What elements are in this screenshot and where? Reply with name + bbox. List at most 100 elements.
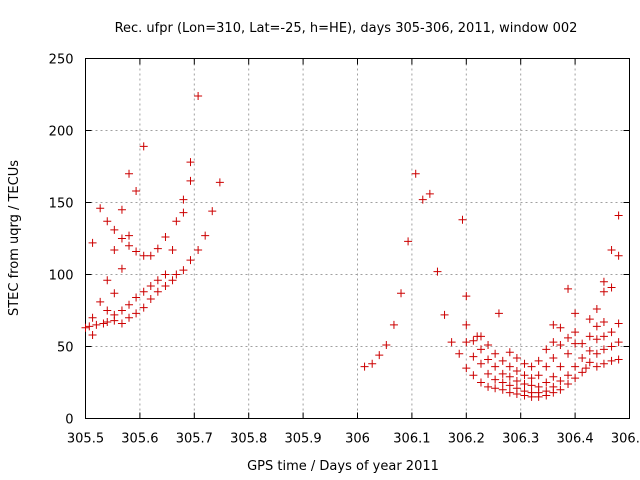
data-point [614, 338, 623, 347]
data-point [520, 359, 529, 368]
data-point [592, 362, 601, 371]
data-point [103, 217, 112, 226]
data-point [498, 385, 507, 394]
data-point [556, 385, 565, 394]
data-point [527, 374, 536, 383]
data-point [146, 251, 155, 260]
data-point [469, 336, 478, 345]
data-point [542, 387, 551, 396]
data-point [458, 215, 467, 224]
data-point [491, 375, 500, 384]
data-point [614, 355, 623, 364]
x-tick-label: 306.3 [502, 432, 539, 447]
data-point [505, 381, 514, 390]
data-point [614, 319, 623, 328]
data-point [146, 282, 155, 291]
data-point [599, 345, 608, 354]
data-point [578, 354, 587, 363]
data-point [476, 345, 485, 354]
data-point [484, 355, 493, 364]
data-point [382, 341, 391, 350]
data-point [360, 362, 369, 371]
data-point [542, 362, 551, 371]
data-point [161, 233, 170, 242]
data-point [462, 292, 471, 301]
data-point [556, 323, 565, 332]
data-point [614, 211, 623, 220]
data-point [447, 338, 456, 347]
y-tick-label: 50 [57, 341, 74, 356]
data-point [564, 349, 573, 358]
data-point [132, 186, 141, 195]
data-point [556, 377, 565, 386]
data-point [556, 341, 565, 350]
x-tick-label: 305.8 [230, 432, 267, 447]
data-point [505, 388, 514, 397]
data-point [498, 378, 507, 387]
data-point [389, 320, 398, 329]
data-point [592, 322, 601, 331]
data-point [132, 247, 141, 256]
y-tick-label: 150 [49, 197, 74, 212]
data-point [161, 282, 170, 291]
x-tick-label: 306.4 [556, 432, 593, 447]
data-point [368, 359, 377, 368]
data-point [375, 351, 384, 360]
data-point [599, 318, 608, 327]
axis-ticks: 305.5 305.6 305.7 305.8 305.9 306 306.1 306.2 30… [49, 53, 640, 447]
data-point [607, 356, 616, 365]
data-point [607, 283, 616, 292]
data-points [81, 91, 623, 401]
data-point [215, 178, 224, 187]
data-point [411, 169, 420, 178]
data-point [494, 309, 503, 318]
data-point [527, 388, 536, 397]
data-point [592, 349, 601, 358]
data-point [139, 251, 148, 260]
data-point [117, 234, 126, 243]
data-point [527, 362, 536, 371]
data-point [179, 208, 188, 217]
data-point [172, 270, 181, 279]
data-point [549, 372, 558, 381]
y-tick-label: 200 [49, 125, 74, 140]
data-point [462, 338, 471, 347]
data-point [194, 246, 203, 255]
data-point [179, 266, 188, 275]
data-point [161, 270, 170, 279]
data-point [564, 371, 573, 380]
data-point [505, 348, 514, 357]
x-tick-label: 306.5 [611, 432, 640, 447]
data-point [194, 91, 203, 100]
data-point [564, 379, 573, 388]
data-point [512, 384, 521, 393]
data-point [201, 231, 210, 240]
data-point [139, 287, 148, 296]
data-point [520, 371, 529, 380]
data-point [476, 359, 485, 368]
data-point [88, 238, 97, 247]
data-point [512, 377, 521, 386]
data-point [440, 310, 449, 319]
data-point [549, 338, 558, 347]
data-point [505, 372, 514, 381]
data-point [103, 318, 112, 327]
data-point [476, 332, 485, 341]
data-point [110, 225, 119, 234]
data-point [88, 313, 97, 322]
data-point [527, 381, 536, 390]
data-point [498, 356, 507, 365]
data-point [110, 310, 119, 319]
data-point [103, 306, 112, 315]
data-point [542, 345, 551, 354]
data-point [512, 366, 521, 375]
data-point [125, 300, 134, 309]
data-point [125, 231, 134, 240]
data-point [534, 382, 543, 391]
data-point [469, 352, 478, 361]
data-point [179, 195, 188, 204]
data-point [418, 195, 427, 204]
data-point [520, 387, 529, 396]
data-point [512, 354, 521, 363]
